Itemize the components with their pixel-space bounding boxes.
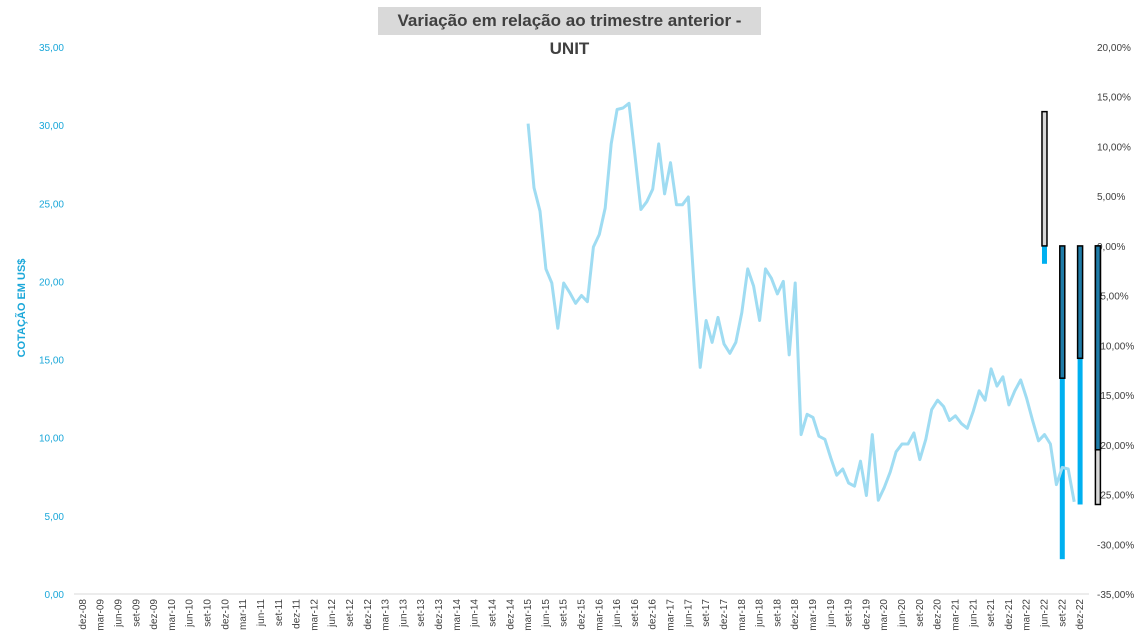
x-tick-label: dez-19 [861,599,872,630]
y-axis-title: COTAÇÃO EM US$ [16,258,28,358]
x-tick-label: jun-18 [755,599,766,628]
x-tick-label: jun-22 [1039,599,1050,628]
x-tick-label: dez-09 [149,599,160,630]
x-tick-label: jun-15 [541,599,552,628]
y2-tick-label: 0,00% [1097,242,1125,253]
y-tick-label: 25,00 [39,199,64,210]
x-tick-label: mar-10 [167,599,178,631]
x-tick-label: jun-14 [470,599,481,628]
x-tick-label: mar-21 [950,599,961,631]
bar-mark [1076,245,1084,360]
x-tick-label: jun-17 [683,599,694,628]
y-tick-label: 30,00 [39,121,64,132]
x-tick-label: set-20 [915,599,926,627]
x-tick-label: dez-08 [78,599,89,630]
x-tick-label: jun-21 [968,599,979,628]
x-tick-label: jun-10 [185,599,196,628]
bar-mark [1059,245,1066,379]
y-tick-label: 5,00 [45,512,65,523]
x-tick-label: mar-13 [381,599,392,631]
x-tick-label: jun-12 [327,599,338,628]
x-tick-label: dez-21 [1004,599,1015,630]
x-tick-label: set-18 [772,599,783,627]
y2-tick-label: 15,00% [1097,93,1131,104]
x-tick-label: dez-10 [220,599,231,630]
y2-tick-label: 5,00% [1097,192,1125,203]
x-tick-label: dez-14 [505,599,516,630]
x-tick-label: set-11 [274,599,285,626]
x-tick-label: mar-14 [452,599,463,631]
x-tick-label: set-22 [1057,599,1068,627]
x-tick-label: mar-22 [1022,599,1033,631]
x-tick-label: dez-20 [933,599,944,630]
x-tick-label: dez-11 [292,599,303,629]
y2-tick-label: 20,00% [1097,43,1131,54]
x-tick-label: jun-20 [897,599,908,628]
x-tick-label: jun-16 [612,599,623,628]
y2-tick-label: -35,00% [1097,590,1134,601]
bar-mark [1041,110,1048,247]
x-tick-label: dez-22 [1075,599,1086,630]
x-tick-label: dez-17 [719,599,730,630]
bar-mark [1077,245,1083,505]
x-tick-label: set-21 [986,599,997,627]
x-tick-label: set-15 [559,599,570,627]
x-tick-label: mar-15 [523,599,534,631]
x-tick-label: jun-19 [826,599,837,628]
y2-tick-label: -5,00% [1097,292,1129,303]
x-tick-label: dez-13 [434,599,445,630]
x-tick-label: set-19 [844,599,855,627]
x-tick-label: set-13 [416,599,427,627]
x-tick-label: set-16 [630,599,641,627]
x-tick-label: jun-11 [256,599,267,627]
x-tick-label: jun-09 [114,599,125,628]
chart-title: Variação em relação ao trimestre anterio… [397,11,742,58]
y2-tick-label: -30,00% [1097,540,1134,551]
x-tick-label: mar-16 [594,599,605,631]
x-tick-label: dez-15 [577,599,588,630]
x-tick-label: mar-20 [879,599,890,631]
x-tick-label: set-09 [131,599,142,627]
bar-mark [1059,245,1065,560]
bar-mark [1094,245,1102,451]
y-tick-label: 20,00 [39,277,64,288]
x-tick-label: dez-18 [790,599,801,630]
x-tick-label: jun-13 [398,599,409,628]
chart-title-background [378,7,761,35]
y-tick-label: 15,00 [39,356,64,367]
x-tick-label: mar-12 [309,599,320,631]
x-tick-label: mar-18 [737,599,748,631]
y2-tick-label: -20,00% [1097,441,1134,452]
x-tick-label: set-14 [487,599,498,627]
y2-tick-label: -10,00% [1097,341,1134,352]
x-tick-label: set-17 [701,599,712,627]
x-tick-label: mar-19 [808,599,819,631]
price-line [526,101,1076,503]
y-tick-label: 10,00 [39,434,64,445]
x-tick-label: dez-16 [648,599,659,630]
y-tick-label: 0,00 [45,590,65,601]
x-tick-label: set-10 [203,599,214,627]
x-tick-label: mar-17 [666,599,677,631]
y2-tick-label: -15,00% [1097,391,1134,402]
y2-tick-label: -25,00% [1097,491,1134,502]
x-tick-label: mar-09 [96,599,107,631]
x-tick-label: set-12 [345,599,356,627]
y2-tick-label: 10,00% [1097,142,1131,153]
x-tick-label: mar-11 [238,599,249,630]
y-tick-label: 35,00 [39,43,64,54]
bar-mark [1041,245,1047,264]
x-tick-label: dez-12 [363,599,374,630]
